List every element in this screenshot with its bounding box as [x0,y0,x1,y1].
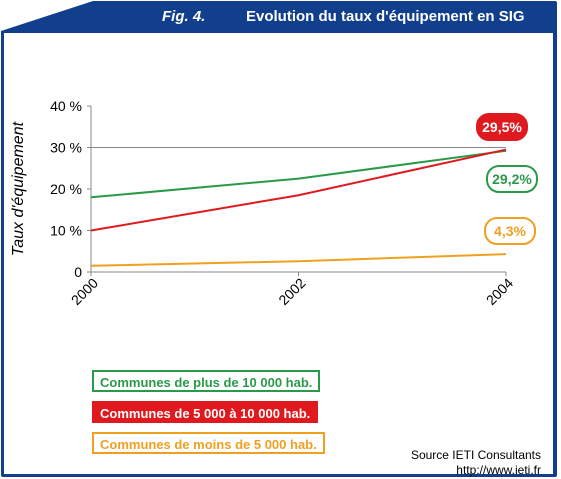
chart-svg: 0 10 % 20 % 30 % 40 % 2000 2002 2004 Taux d'équi… [10,98,538,308]
chart-panel: 0 10 % 20 % 30 % 40 % 2000 2002 2004 Taux d'équi… [4,33,553,477]
y-tick-label: 10 % [50,223,82,239]
legend-label: Communes de plus de 10 000 hab. [100,375,313,390]
frame-notch [1,1,93,31]
legend-label: Communes de 5 000 à 10 000 hab. [100,406,311,421]
y-tick-label: 20 % [50,181,82,197]
x-tick-label: 2000 [68,275,101,308]
end-value-label: 4,3% [494,223,526,239]
end-value-label: 29,5% [482,119,522,135]
figure-title-bar: Fig. 4. Evolution du taux d'équipement e… [96,4,557,30]
x-tick-label: 2002 [275,275,308,308]
end-value-badge [476,113,528,141]
series-line [90,149,507,199]
end-value-label: 29,2% [492,171,532,187]
series-line [90,148,507,232]
legend-label: Communes de moins de 5 000 hab. [100,437,317,452]
y-tick-label: 30 % [50,140,82,156]
end-value-badge [484,217,536,245]
y-tick-label: 40 % [50,98,82,114]
figure-title: Evolution du taux d'équipement en SIG [246,8,525,25]
legend-item-under-5000: Communes de moins de 5 000 hab. [92,432,325,454]
series-line [90,253,507,267]
y-axis-label: Taux d'équipement [10,121,27,256]
source-credit: Source IETI Consultants [410,448,541,462]
x-tick-label: 2004 [483,275,516,308]
legend-item-over-10000: Communes de plus de 10 000 hab. [92,370,321,392]
source-url[interactable]: http://www.ieti.fr [456,463,541,477]
end-value-badge [486,165,538,193]
figure-number: Fig. 4. [162,8,206,25]
legend-item-5000-10000: Communes de 5 000 à 10 000 hab. [92,401,319,423]
y-tick-label: 0 [74,264,82,280]
